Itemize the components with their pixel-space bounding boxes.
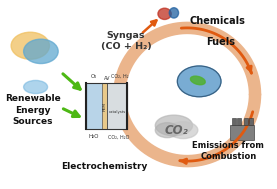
Ellipse shape (169, 122, 198, 139)
Ellipse shape (190, 76, 205, 85)
FancyBboxPatch shape (102, 83, 107, 129)
Text: O₂: O₂ (91, 74, 97, 79)
FancyBboxPatch shape (237, 118, 241, 125)
Text: Syngas
(CO + H₂): Syngas (CO + H₂) (101, 31, 152, 51)
Text: PEM: PEM (102, 102, 106, 111)
Ellipse shape (155, 115, 193, 136)
Text: Emissions from
Combustion: Emissions from Combustion (193, 141, 264, 161)
Text: Renewable
Energy
Sources: Renewable Energy Sources (5, 94, 61, 126)
Circle shape (11, 32, 49, 59)
Text: CO₂, H₂O: CO₂, H₂O (108, 134, 130, 139)
Text: Electrochemistry: Electrochemistry (61, 162, 148, 171)
FancyBboxPatch shape (107, 83, 127, 129)
Text: catalysts: catalysts (108, 110, 126, 114)
Text: CO₂: CO₂ (165, 124, 188, 137)
Ellipse shape (24, 81, 48, 94)
Text: AV: AV (104, 76, 110, 81)
FancyBboxPatch shape (243, 118, 248, 125)
FancyBboxPatch shape (230, 125, 254, 139)
Text: Chemicals: Chemicals (190, 16, 246, 26)
Circle shape (177, 66, 221, 97)
FancyBboxPatch shape (232, 118, 236, 125)
Ellipse shape (155, 123, 179, 138)
Ellipse shape (158, 8, 171, 19)
FancyBboxPatch shape (86, 83, 102, 129)
Text: H₂O: H₂O (89, 134, 99, 139)
Ellipse shape (169, 8, 179, 18)
Circle shape (24, 39, 58, 64)
FancyBboxPatch shape (249, 118, 253, 125)
Text: CO₂, H₂: CO₂, H₂ (111, 74, 129, 79)
Text: Fuels: Fuels (206, 37, 235, 47)
